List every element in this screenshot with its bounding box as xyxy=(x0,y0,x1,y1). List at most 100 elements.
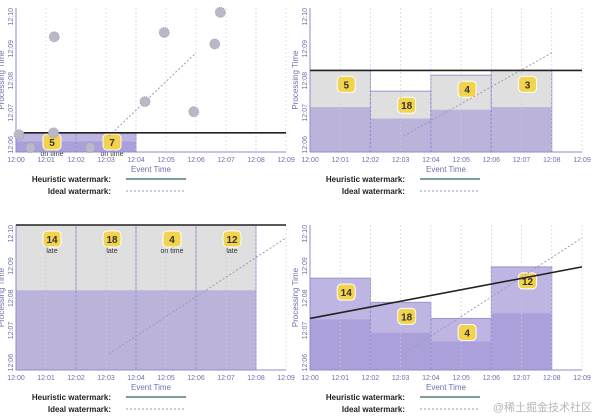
x-tick-label: 12:04 xyxy=(422,375,440,382)
x-tick-label: 12:05 xyxy=(157,157,175,164)
y-tick-label: 12:08 xyxy=(8,72,15,90)
x-axis-title: Event Time xyxy=(426,165,467,174)
window-value-label: 14 xyxy=(341,288,353,299)
window-value-label: 4 xyxy=(464,85,470,96)
window-value-badge xyxy=(397,96,417,114)
x-tick-label: 12:05 xyxy=(157,375,175,382)
x-tick-label: 12:00 xyxy=(7,375,25,382)
data-point xyxy=(214,6,226,18)
ideal-watermark-line xyxy=(403,52,553,137)
y-axis-title: Processing Time xyxy=(0,50,6,110)
x-tick-label: 12:01 xyxy=(331,375,349,382)
y-tick-label: 12:10 xyxy=(302,8,309,26)
x-tick-label: 12:07 xyxy=(513,157,531,164)
window-value-badge xyxy=(336,75,356,93)
window-value-label: 14 xyxy=(46,235,58,246)
x-tick-label: 12:04 xyxy=(127,157,145,164)
window-note-label: on time xyxy=(161,248,184,255)
x-tick-label: 12:09 xyxy=(573,375,591,382)
window-note-label: on time xyxy=(101,151,124,158)
x-tick-label: 12:06 xyxy=(483,375,501,382)
window-value-label: 12 xyxy=(226,235,238,246)
y-tick-label: 12:09 xyxy=(302,257,309,275)
x-tick-label: 12:09 xyxy=(573,157,591,164)
x-tick-label: 12:02 xyxy=(67,375,85,382)
window-value-badge xyxy=(457,80,477,98)
window-value-label: 7 xyxy=(109,138,115,149)
window-value-badge xyxy=(102,230,122,248)
x-tick-label: 12:00 xyxy=(7,157,25,164)
data-point xyxy=(139,96,151,107)
window-note-label: on time xyxy=(41,151,64,158)
y-tick-label: 12:06 xyxy=(302,354,309,372)
y-tick-label: 12:09 xyxy=(8,40,15,58)
ideal-watermark-line xyxy=(108,52,197,137)
panel-1: 5 on time 7 on time 12:00 12:01 12:02 12:03 12:0… xyxy=(0,6,295,196)
x-tick-label: 12:05 xyxy=(452,375,470,382)
x-tick-label: 12:08 xyxy=(247,157,265,164)
data-point xyxy=(84,142,96,154)
y-tick-label: 12:09 xyxy=(302,40,309,58)
heuristic-watermark-line xyxy=(309,266,583,320)
x-tick-label: 12:08 xyxy=(247,375,265,382)
x-tick-label: 12:01 xyxy=(37,157,55,164)
y-axis-title: Processing Time xyxy=(291,267,300,327)
x-tick-label: 12:06 xyxy=(187,157,205,164)
y-tick-label: 12:08 xyxy=(302,72,309,90)
window-value-badge xyxy=(336,283,356,301)
y-tick-label: 12:07 xyxy=(302,322,309,340)
x-tick-label: 12:04 xyxy=(422,157,440,164)
y-tick-label: 12:10 xyxy=(302,225,309,243)
x-axis-title: Event Time xyxy=(426,383,467,392)
x-tick-label: 12:01 xyxy=(331,157,349,164)
credit-watermark: @稀土掘金技术社区 xyxy=(492,402,592,414)
x-tick-label: 12:00 xyxy=(301,375,319,382)
window-value-badge xyxy=(102,133,122,151)
x-axis-title: Event Time xyxy=(131,383,172,392)
window-value-label: 4 xyxy=(169,235,175,246)
legend-ideal-label: Ideal watermark: xyxy=(48,405,111,414)
x-tick-label: 12:05 xyxy=(452,157,470,164)
legend-ideal-label: Ideal watermark: xyxy=(342,405,405,414)
x-tick-label: 12:09 xyxy=(277,375,295,382)
x-tick-label: 12:01 xyxy=(37,375,55,382)
x-tick-label: 12:03 xyxy=(97,157,115,164)
window-value-badge xyxy=(42,230,62,248)
window-value-label: 12 xyxy=(522,277,534,288)
window-value-label: 18 xyxy=(106,235,118,246)
ideal-watermark-line xyxy=(108,237,287,355)
panel-3: 14 late 18 late 4 on time 12 late 12:00 12:01 12:0… xyxy=(0,224,295,414)
x-tick-label: 12:07 xyxy=(217,375,235,382)
legend-heuristic-label: Heuristic watermark: xyxy=(326,175,405,184)
y-axis-title: Processing Time xyxy=(0,267,6,327)
window-value-badge xyxy=(518,75,538,93)
legend-heuristic-label: Heuristic watermark: xyxy=(326,393,405,402)
x-tick-label: 12:08 xyxy=(543,157,561,164)
x-tick-label: 12:06 xyxy=(483,157,501,164)
legend-ideal-label: Ideal watermark: xyxy=(342,187,405,196)
x-tick-label: 12:02 xyxy=(362,157,380,164)
x-axis-title: Event Time xyxy=(131,165,172,174)
x-tick-label: 12:08 xyxy=(543,375,561,382)
window-value-badge xyxy=(162,230,182,248)
data-point xyxy=(158,27,170,38)
x-tick-label: 12:02 xyxy=(362,375,380,382)
ideal-watermark-line xyxy=(403,237,583,355)
y-tick-label: 12:07 xyxy=(8,322,15,340)
legend-ideal-label: Ideal watermark: xyxy=(48,187,111,196)
x-tick-label: 12:03 xyxy=(392,375,410,382)
y-tick-label: 12:07 xyxy=(8,104,15,122)
x-tick-label: 12:00 xyxy=(301,157,319,164)
y-tick-label: 12:08 xyxy=(302,289,309,307)
x-tick-label: 12:09 xyxy=(277,157,295,164)
y-tick-label: 12:07 xyxy=(302,104,309,122)
window-note-label: late xyxy=(46,248,57,255)
window-value-label: 18 xyxy=(401,312,413,323)
y-tick-label: 12:06 xyxy=(8,354,15,372)
legend-heuristic-label: Heuristic watermark: xyxy=(32,175,111,184)
x-tick-label: 12:04 xyxy=(127,375,145,382)
window-value-label: 5 xyxy=(49,138,55,149)
x-tick-label: 12:02 xyxy=(67,157,85,164)
legend-heuristic-label: Heuristic watermark: xyxy=(32,393,111,402)
